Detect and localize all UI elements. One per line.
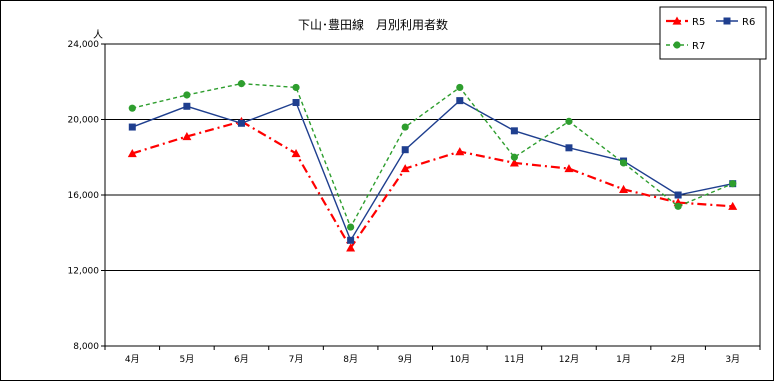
point-marker-square	[565, 144, 573, 152]
point-marker-circle	[183, 91, 191, 99]
y-tick-label: 24,000	[68, 40, 100, 50]
legend-label-R7: R7	[692, 41, 705, 52]
point-marker-triangle	[400, 164, 410, 173]
point-marker-circle	[673, 41, 681, 49]
series-group	[127, 80, 738, 252]
point-marker-circle	[565, 117, 573, 125]
x-tick-label: 10月	[450, 354, 470, 365]
point-marker-square	[723, 17, 731, 25]
point-marker-square	[128, 123, 136, 131]
x-tick-label: 8月	[343, 354, 358, 365]
point-marker-square	[401, 146, 409, 154]
point-marker-circle	[510, 153, 518, 161]
point-marker-triangle	[182, 131, 192, 141]
point-marker-triangle	[728, 201, 738, 210]
series-line-R6	[132, 99, 733, 242]
point-marker-triangle	[291, 148, 301, 158]
point-marker-square	[183, 102, 191, 110]
x-tick-label: 12月	[559, 354, 579, 365]
point-marker-circle	[729, 180, 737, 188]
point-marker-circle	[347, 223, 355, 231]
point-marker-square	[347, 236, 355, 244]
point-marker-square	[456, 97, 464, 105]
x-tick-label: 6月	[234, 354, 249, 365]
legend-label-R6: R6	[742, 17, 755, 28]
point-marker-triangle	[509, 158, 519, 167]
point-marker-circle	[619, 159, 628, 167]
point-marker-triangle	[127, 148, 137, 158]
series-line-R7	[132, 82, 733, 229]
y-axis-label: 人	[93, 29, 103, 41]
y-tick-label: 8,000	[73, 342, 99, 352]
point-marker-circle	[401, 123, 409, 131]
x-tick-label: 1月	[616, 354, 631, 365]
point-marker-triangle	[619, 184, 629, 193]
point-marker-triangle	[672, 16, 682, 25]
x-tick-label: 11月	[504, 354, 524, 365]
point-marker-square	[292, 99, 300, 107]
series-R7	[128, 80, 737, 231]
x-tick-label: 7月	[289, 354, 304, 365]
point-marker-circle	[292, 83, 300, 92]
x-tick-label: 2月	[671, 354, 686, 365]
point-marker-triangle	[346, 243, 356, 252]
point-marker-triangle	[455, 147, 465, 156]
y-tick-label: 12,000	[68, 267, 100, 277]
point-marker-circle	[456, 83, 464, 92]
point-marker-circle	[237, 80, 246, 88]
legend-box	[659, 6, 767, 60]
point-marker-square	[237, 119, 245, 127]
point-marker-square	[510, 127, 518, 135]
point-marker-circle	[674, 202, 682, 210]
x-tick-label: 4月	[125, 354, 140, 365]
legend-label-R5: R5	[692, 17, 705, 28]
point-marker-triangle	[564, 164, 574, 173]
legend: R5 R6 R7	[659, 6, 767, 60]
chart-title: 下山･豊田線 月別利用者数	[298, 17, 448, 32]
point-marker-circle	[128, 104, 136, 112]
x-tick-label: 5月	[180, 354, 195, 365]
x-tick-label: 9月	[398, 354, 413, 365]
x-tick-label: 3月	[725, 354, 740, 365]
point-marker-square	[674, 191, 682, 199]
axes: 8,000 12,000 16,000 20,000 24,000 4月 5月 6月 7月 8月 9…	[68, 40, 761, 365]
y-tick-label: 16,000	[68, 191, 100, 201]
y-tick-label: 20,000	[68, 116, 100, 126]
